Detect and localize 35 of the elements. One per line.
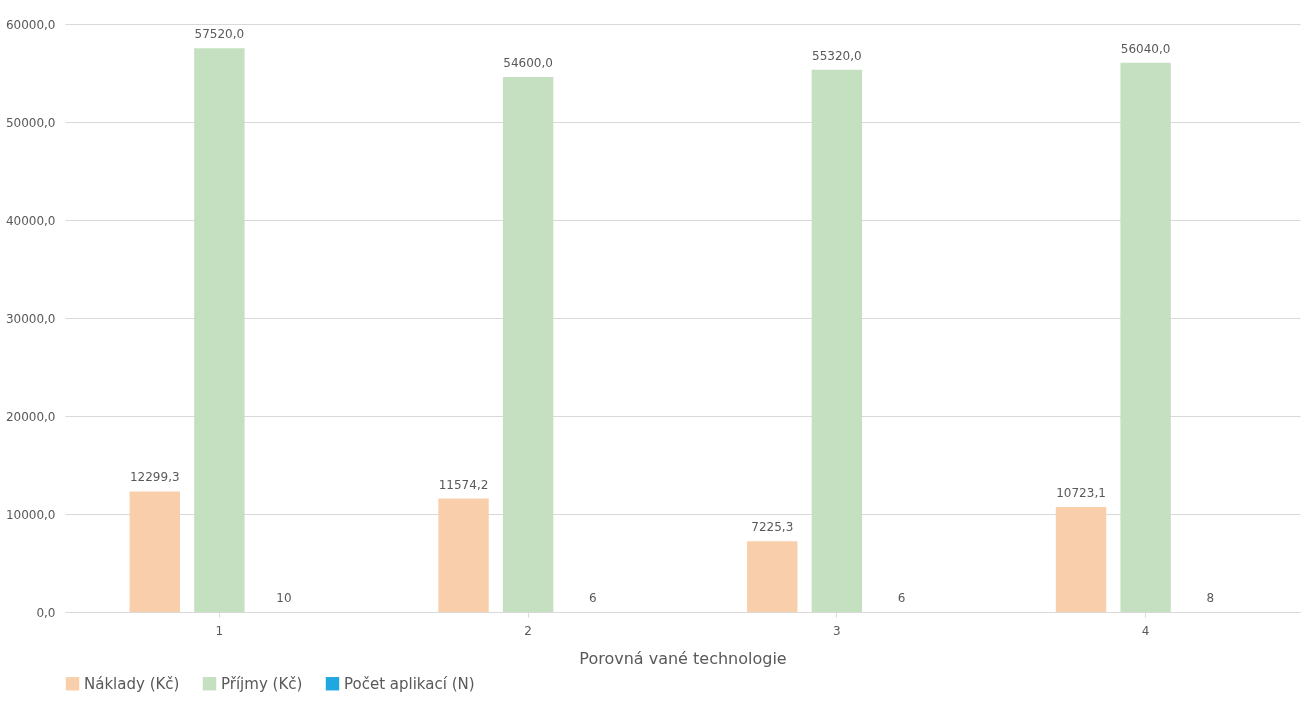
x-tick-label: 2: [524, 623, 532, 638]
legend-label: Počet aplikací (N): [344, 674, 475, 693]
y-tick-label: 0,0: [36, 605, 56, 620]
y-tick-label: 20000,0: [5, 409, 56, 424]
y-tick-label: 50000,0: [5, 115, 56, 130]
x-tick-label: 3: [833, 623, 841, 638]
data-label: 6: [897, 590, 906, 605]
data-label: 8: [1206, 590, 1215, 605]
data-label: 55320,0: [812, 48, 862, 63]
data-label: 11574,2: [438, 477, 489, 492]
bar: [747, 541, 798, 612]
legend-label: Příjmy (Kč): [221, 674, 303, 693]
data-label: 10723,1: [1056, 485, 1106, 500]
data-label: 56040,0: [1120, 41, 1171, 56]
legend-label: Náklady (Kč): [84, 674, 180, 693]
y-tick-label: 30000,0: [5, 311, 56, 326]
bar: [129, 491, 180, 612]
data-label: 57520,0: [194, 27, 245, 42]
bar: [811, 69, 863, 612]
data-label: 7225,3: [751, 520, 794, 535]
x-tick-label: 1: [215, 623, 224, 638]
bar: [502, 76, 554, 612]
x-axis-title: Porovná vané technologie: [579, 648, 787, 668]
data-label: 10: [276, 590, 292, 605]
y-tick-label: 60000,0: [5, 17, 56, 32]
y-tick-label: 10000,0: [5, 507, 56, 522]
bar: [1120, 62, 1171, 612]
data-label: 6: [588, 590, 597, 605]
bar: [438, 498, 489, 612]
bar: [194, 48, 245, 612]
bar: [1055, 506, 1107, 612]
data-label: 12299,3: [129, 470, 180, 485]
x-tick-label: 4: [1141, 623, 1150, 638]
data-label: 54600,0: [503, 55, 553, 70]
y-tick-label: 40000,0: [5, 213, 56, 228]
